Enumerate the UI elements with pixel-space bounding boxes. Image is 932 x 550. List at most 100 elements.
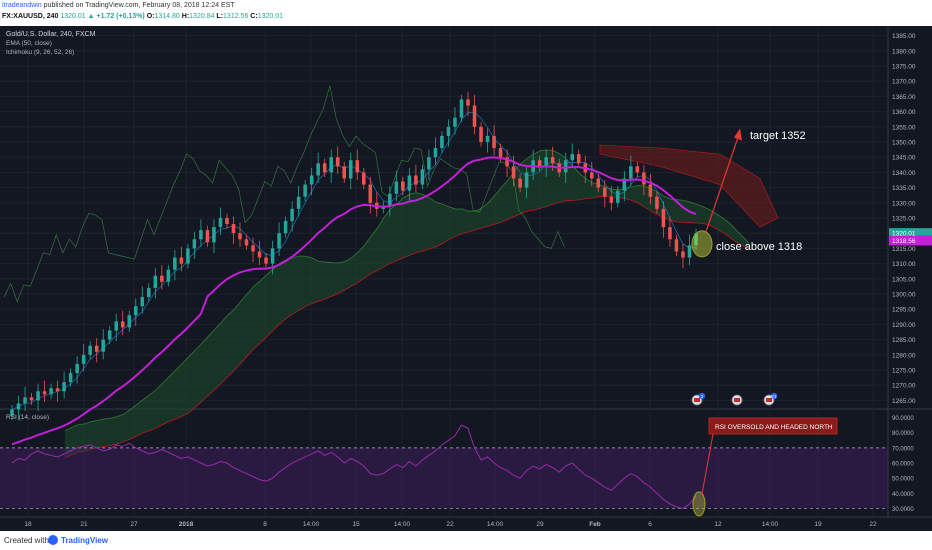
candle-body [218, 218, 223, 228]
candle [407, 167, 412, 202]
candle-body [94, 345, 99, 352]
candle [264, 252, 268, 269]
candle [472, 94, 477, 135]
close-above-highlight [691, 230, 713, 258]
candle-body [153, 275, 158, 288]
candle [231, 216, 236, 244]
candle [648, 173, 653, 205]
close-value: 1320.01 [257, 13, 283, 20]
candle-body [576, 154, 581, 164]
candle-body [511, 166, 516, 179]
ichimoku-lagging-span [3, 85, 565, 303]
candle [62, 371, 66, 399]
candle-body [277, 233, 281, 249]
candle [616, 186, 620, 208]
ohlc-line: FX:XAUUSD, 240 1320.01 ▲ +1.72 (+0.13%) … [2, 13, 283, 20]
close-above-label: close above 1318 [716, 241, 802, 253]
candle-body [303, 184, 307, 197]
candle-body [68, 373, 73, 383]
candle [244, 234, 249, 250]
candle-body [107, 330, 112, 340]
author-link[interactable]: itradeandwin [2, 2, 42, 9]
publish-text: published on TradingView.com, February 0… [43, 2, 235, 9]
ichimoku-future-cloud [599, 144, 779, 228]
candle-body [694, 233, 698, 246]
candle-body [62, 382, 66, 392]
candle-body [414, 175, 418, 185]
y-tick-label: 1360.00 [892, 109, 916, 116]
y-tick-label: 1290.00 [892, 322, 916, 329]
candle [348, 152, 353, 190]
candle [68, 368, 73, 387]
candle [466, 91, 470, 117]
candle-body [368, 184, 373, 203]
ema-legend: EMA (50, close) [6, 40, 52, 47]
candle-body [388, 193, 392, 206]
x-tick-label: 15 [352, 521, 360, 528]
candle-body [127, 315, 132, 328]
candle-body [355, 160, 360, 173]
candle-body [16, 403, 21, 410]
candle-body [225, 218, 229, 225]
candle-body [668, 227, 672, 240]
ichimoku-span-a [64, 149, 750, 432]
candle-body [570, 154, 575, 161]
candle-body [238, 233, 242, 240]
candle [140, 286, 145, 314]
candle [655, 192, 659, 214]
candle [101, 328, 105, 360]
x-tick-label: 14:00 [394, 521, 411, 528]
y-tick-label: 1380.00 [892, 48, 916, 55]
candle-body [518, 178, 522, 188]
candle [368, 176, 373, 214]
candle-body [55, 388, 60, 392]
candle [296, 186, 301, 217]
y-tick-label: 1280.00 [892, 352, 916, 359]
candle [88, 341, 92, 360]
candle [166, 265, 171, 287]
candle [388, 186, 392, 217]
candle [361, 167, 366, 190]
candle-body [81, 354, 86, 364]
rsi-band [0, 447, 888, 509]
event-count-label: E1 [771, 394, 777, 399]
chart-footer: Created with TradingView [0, 531, 932, 550]
y-tick-label: 1305.00 [892, 276, 916, 283]
candle [622, 170, 627, 202]
candle-body [75, 363, 79, 374]
candle-body [563, 160, 568, 173]
rsi-tick-label: 30.0000 [892, 507, 914, 513]
candle [492, 125, 496, 156]
candle [225, 213, 229, 229]
ema-50-line [11, 156, 697, 446]
series-title: Gold/U.S. Dollar, 240, FXCM [6, 31, 96, 38]
candle-body [635, 166, 640, 173]
y-tick-label: 1375.00 [892, 64, 916, 71]
candle-body [459, 99, 464, 118]
ichimoku-conversion-line [11, 112, 697, 410]
candle [629, 155, 633, 187]
rsi-callout-box [708, 417, 838, 435]
candle-body [329, 157, 333, 173]
candle-body [589, 172, 594, 179]
tradingview-logo-icon [48, 535, 58, 545]
tradingview-brand-link[interactable]: TradingView [61, 536, 108, 545]
candle-body [401, 181, 405, 191]
candle-body [472, 105, 477, 127]
price-axis-panel [888, 26, 932, 531]
candle [205, 225, 210, 247]
y-tick-label: 1330.00 [892, 200, 916, 207]
y-tick-label: 1270.00 [892, 383, 916, 390]
candle [674, 234, 679, 256]
candle [459, 94, 464, 123]
x-tick-label: 2018 [179, 521, 194, 528]
y-tick-label: 1325.00 [892, 216, 916, 223]
price-chart[interactable]: 1265.001270.001275.001280.001285.001290.… [0, 26, 932, 531]
candle [290, 201, 294, 232]
candle [303, 180, 307, 202]
candle-body [160, 275, 164, 282]
candle [251, 237, 255, 263]
candle [420, 164, 425, 190]
candle-body [492, 135, 496, 149]
candle-body [244, 239, 249, 246]
